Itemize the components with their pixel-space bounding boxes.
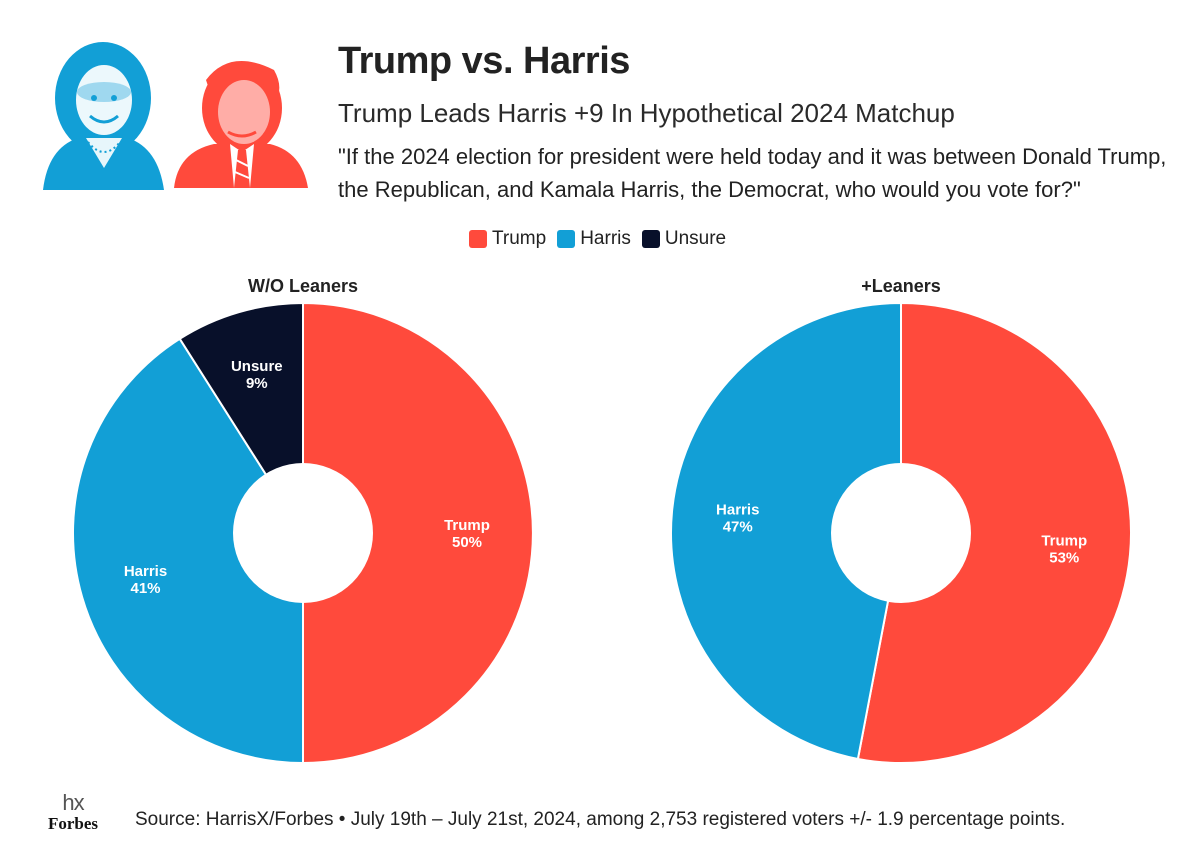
legend: Trump Harris Unsure <box>469 228 737 250</box>
legend-swatch-trump <box>469 230 487 248</box>
slice-label-trump: Trump <box>444 517 490 534</box>
slice-label-harris: Harris <box>716 502 759 519</box>
page-title: Trump vs. Harris <box>338 40 630 82</box>
chart-title: W/O Leaners <box>248 276 358 296</box>
legend-label-unsure: Unsure <box>664 228 727 249</box>
legend-swatch-harris <box>557 230 576 248</box>
slice-value-harris: 47% <box>723 519 753 536</box>
trump-portrait <box>174 61 308 188</box>
harrisx-logo-text: hx <box>62 790 84 815</box>
slice-value-trump: 53% <box>1049 549 1079 566</box>
legend-swatch-unsure <box>641 230 660 248</box>
slice-trump <box>302 301 534 765</box>
chart-title: +Leaners <box>861 276 941 296</box>
slice-label-trump: Trump <box>1041 532 1087 549</box>
slice-trump <box>856 301 1132 764</box>
harrisx-logo: hx <box>48 792 98 814</box>
survey-question: "If the 2024 election for president were… <box>338 144 1167 202</box>
slice-harris <box>670 301 902 761</box>
legend-label-harris: Harris <box>580 228 631 249</box>
slice-value-unsure: 9% <box>246 375 268 392</box>
page-subtitle: Trump Leads Harris +9 In Hypothetical 20… <box>338 98 955 128</box>
forbes-logo: Forbes <box>48 814 99 833</box>
donut-hole <box>233 463 373 603</box>
donut-hole <box>831 463 971 603</box>
legend-label-trump: Trump <box>492 228 547 249</box>
harrisx-forbes-logo: hx Forbes <box>48 792 98 834</box>
slice-label-unsure: Unsure <box>231 358 283 375</box>
source-note: Source: HarrisX/Forbes • July 19th – Jul… <box>135 809 1066 830</box>
legend-item-trump: Trump <box>469 228 546 250</box>
legend-item-harris: Harris <box>557 228 631 250</box>
legend-item-unsure: Unsure <box>641 228 727 250</box>
harris-portrait <box>43 42 164 190</box>
slice-harris <box>72 337 304 765</box>
slice-value-harris: 41% <box>130 580 160 597</box>
slice-label-harris: Harris <box>124 563 167 580</box>
slice-value-trump: 50% <box>452 534 482 551</box>
